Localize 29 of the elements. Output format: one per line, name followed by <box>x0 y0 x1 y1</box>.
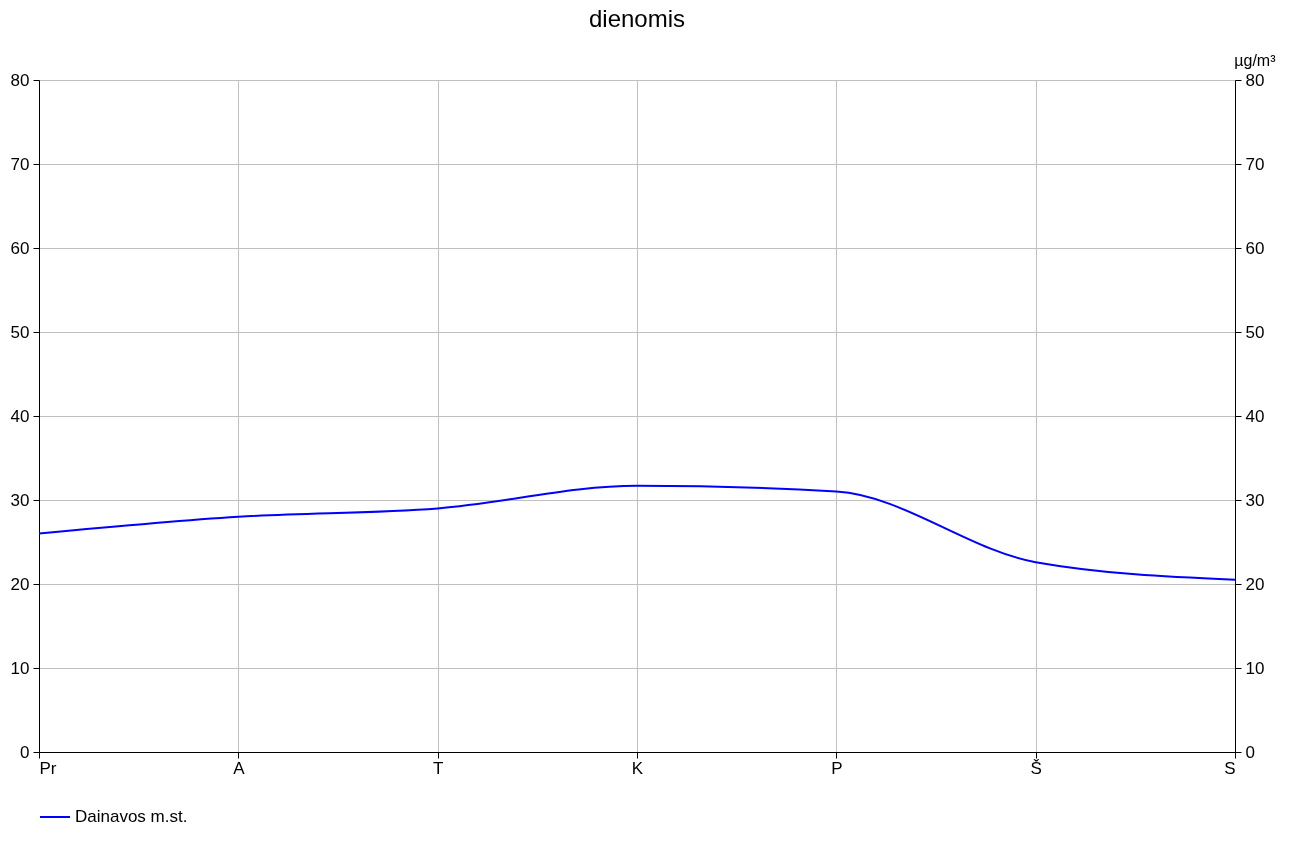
x-tick-label: P <box>831 758 843 778</box>
y2-tick-label: 40 <box>1245 406 1265 426</box>
y2-tick-label: 20 <box>1245 574 1265 594</box>
y-tick-label: 60 <box>10 238 30 258</box>
y-tick-label: 50 <box>10 322 30 342</box>
y-tick-label: 80 <box>10 70 30 90</box>
y2-tick-label: 80 <box>1245 70 1265 90</box>
y-tick-label: 70 <box>10 154 30 174</box>
y-tick-label: 30 <box>10 490 30 510</box>
x-tick-label: T <box>432 758 444 778</box>
y-tick-label: 0 <box>20 742 30 762</box>
legend-label: Dainavos m.st. <box>75 807 188 826</box>
y2-tick-label: 30 <box>1245 490 1265 510</box>
x-tick-label: Š <box>1030 758 1042 778</box>
chart-title: dienomis <box>588 5 686 32</box>
y2-tick-label: 10 <box>1245 658 1265 678</box>
y2-tick-label: 60 <box>1245 238 1265 258</box>
y-tick-label: 20 <box>10 574 30 594</box>
x-tick-label: K <box>631 758 644 778</box>
y2-tick-label: 70 <box>1245 154 1265 174</box>
y-tick-label: 10 <box>10 658 30 678</box>
y2-tick-label: 50 <box>1245 322 1265 342</box>
x-tick-label: A <box>233 758 246 778</box>
y-tick-label: 40 <box>10 406 30 426</box>
y2-tick-label: 0 <box>1245 742 1255 762</box>
x-tick-label: S <box>1224 758 1236 778</box>
x-tick-label: Pr <box>39 758 57 778</box>
line-series <box>38 484 1236 581</box>
y2-axis-title: µg/m³ <box>1234 51 1277 69</box>
